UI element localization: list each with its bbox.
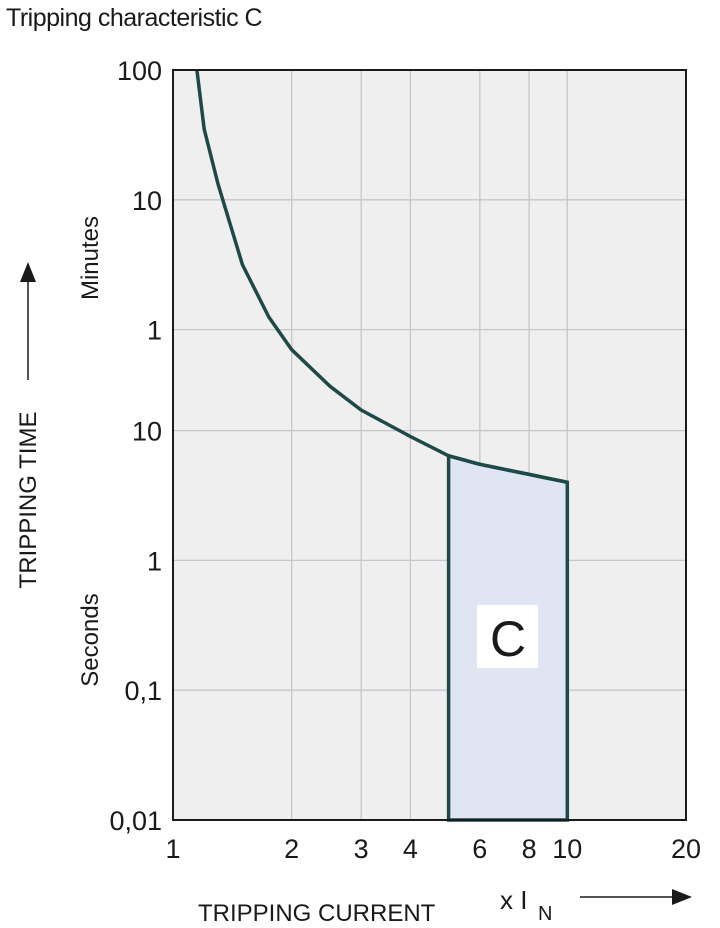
y-tick-label: 0,01 (109, 806, 162, 836)
x-arrow-icon (672, 889, 692, 905)
y-axis-label: TRIPPING TIME (15, 412, 42, 589)
x-tick-label: 20 (671, 834, 701, 864)
x-tick-label: 1 (165, 834, 180, 864)
y-tick-label: 10 (132, 417, 162, 447)
x-tick-label: 8 (522, 834, 537, 864)
x-unit-subscript: N (538, 903, 552, 925)
seconds-label: Seconds (77, 593, 104, 686)
tripping-curve (195, 69, 568, 485)
x-tick-label: 6 (472, 834, 487, 864)
x-unit-label: x I (500, 885, 527, 915)
x-axis-label: TRIPPING CURRENT (198, 900, 436, 927)
y-tick-label: 100 (117, 56, 162, 86)
y-tick-label: 1 (147, 316, 162, 346)
region-label: C (490, 611, 526, 667)
y-tick-label: 0,1 (124, 676, 162, 706)
minutes-label: Minutes (77, 216, 104, 300)
y-arrow-icon (20, 262, 36, 282)
region-label-box (477, 605, 538, 668)
chart-title: Tripping characteristic C (6, 4, 263, 32)
y-tick-label: 1 (147, 546, 162, 576)
y-tick-label: 10 (132, 186, 162, 216)
x-tick-label: 2 (284, 834, 299, 864)
plot-frame (172, 69, 687, 821)
x-tick-label: 10 (552, 834, 582, 864)
x-tick-label: 4 (403, 834, 418, 864)
x-tick-label: 3 (354, 834, 369, 864)
